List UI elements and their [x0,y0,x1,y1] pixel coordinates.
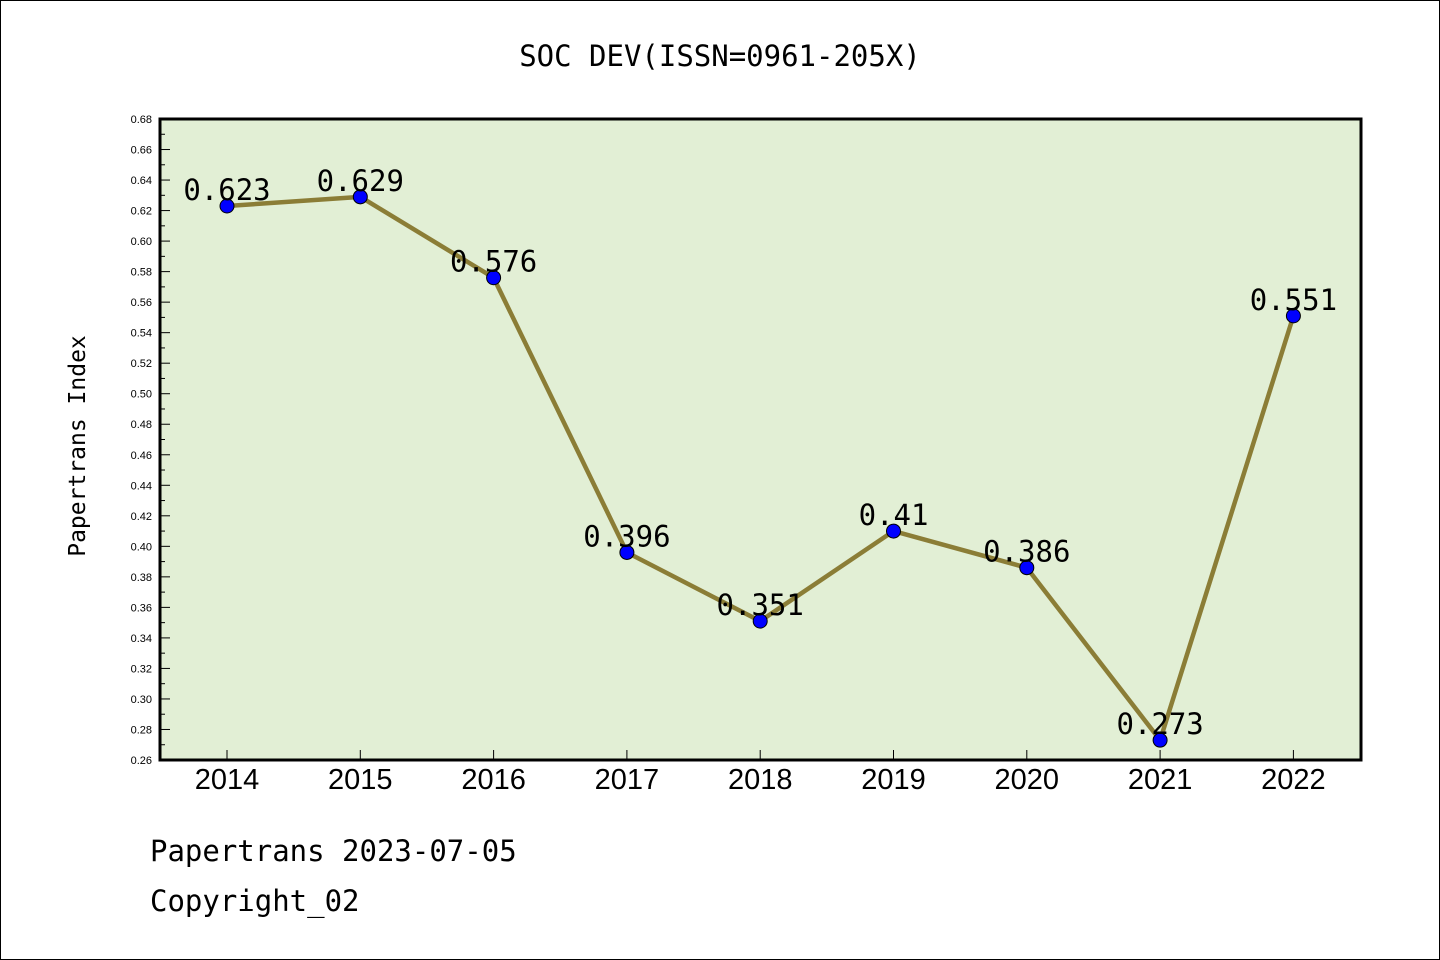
data-label: 0.629 [317,164,404,198]
y-tick-label: 0.38 [131,572,152,584]
x-tick-label: 2019 [861,764,926,796]
series-layer: 0.623 0.629 0.576 0.396 0.351 0.41 0.386 0.273 0… [183,164,1337,748]
y-tick-label: 0.48 [131,419,152,431]
y-tick-label: 0.54 [131,328,152,340]
y-tick-label: 0.50 [131,389,152,401]
y-tick-label: 0.60 [131,236,152,248]
y-tick-label: 0.58 [131,267,152,279]
x-tick-label: 2018 [728,764,793,796]
data-point-marker [352,189,368,205]
x-tick-label: 2021 [1128,764,1193,796]
x-tick-label: 2014 [195,764,260,796]
y-tick-label: 0.28 [131,724,152,736]
data-label: 0.623 [183,173,270,207]
y-axis-label: Papertrans Index [65,335,91,557]
y-tick-label: 0.42 [131,511,152,523]
y-tick-label: 0.26 [131,755,152,767]
x-tick-label: 2020 [995,764,1060,796]
data-label: 0.386 [983,535,1070,569]
y-tick-label: 0.36 [131,602,152,614]
footer-date-line: Papertrans 2023-07-05 [150,834,517,868]
y-tick-label: 0.52 [131,358,152,370]
y-tick-label: 0.56 [131,297,152,309]
x-tick-label: 2022 [1261,764,1326,796]
data-point-marker [1019,560,1035,576]
chart-title: SOC DEV(ISSN=0961-205X) [519,39,921,73]
footer-copyright: Copyright_02 [150,884,360,918]
data-point-marker [219,198,235,214]
y-tick-label: 0.30 [131,694,152,706]
plot-border [158,117,1363,762]
data-point-marker [486,270,502,286]
plot-area [160,119,1361,760]
data-point-marker [619,544,635,560]
y-tick-label: 0.46 [131,450,152,462]
data-point-marker [886,523,901,539]
y-tick-label: 0.64 [131,175,152,187]
data-label: 0.396 [583,519,670,553]
y-tick-label: 0.66 [131,145,152,157]
y-tick-label: 0.34 [131,633,152,645]
data-point-marker [1285,308,1301,324]
data-point-marker [1152,732,1168,748]
x-tick-label: 2017 [595,764,660,796]
x-axis-ticks: 2014 2015 2016 2017 2018 2019 2020 2021 2022 [195,750,1326,796]
data-label: 0.41 [859,498,929,532]
x-tick-label: 2015 [328,764,393,796]
data-label: 0.273 [1116,707,1203,741]
y-tick-label: 0.44 [131,480,152,492]
data-label: 0.576 [450,245,537,279]
y-tick-label: 0.62 [131,206,152,218]
y-tick-label: 0.32 [131,663,152,675]
data-label: 0.551 [1250,283,1337,317]
y-tick-label: 0.68 [131,114,152,126]
y-tick-label: 0.40 [131,541,152,553]
x-tick-label: 2016 [461,764,526,796]
data-point-marker [752,613,768,629]
y-axis-ticks: 0.26 0.28 0.30 0.32 0.34 0.36 0.38 0.40 0.42 0.44… [131,114,170,767]
data-label: 0.351 [717,588,804,622]
